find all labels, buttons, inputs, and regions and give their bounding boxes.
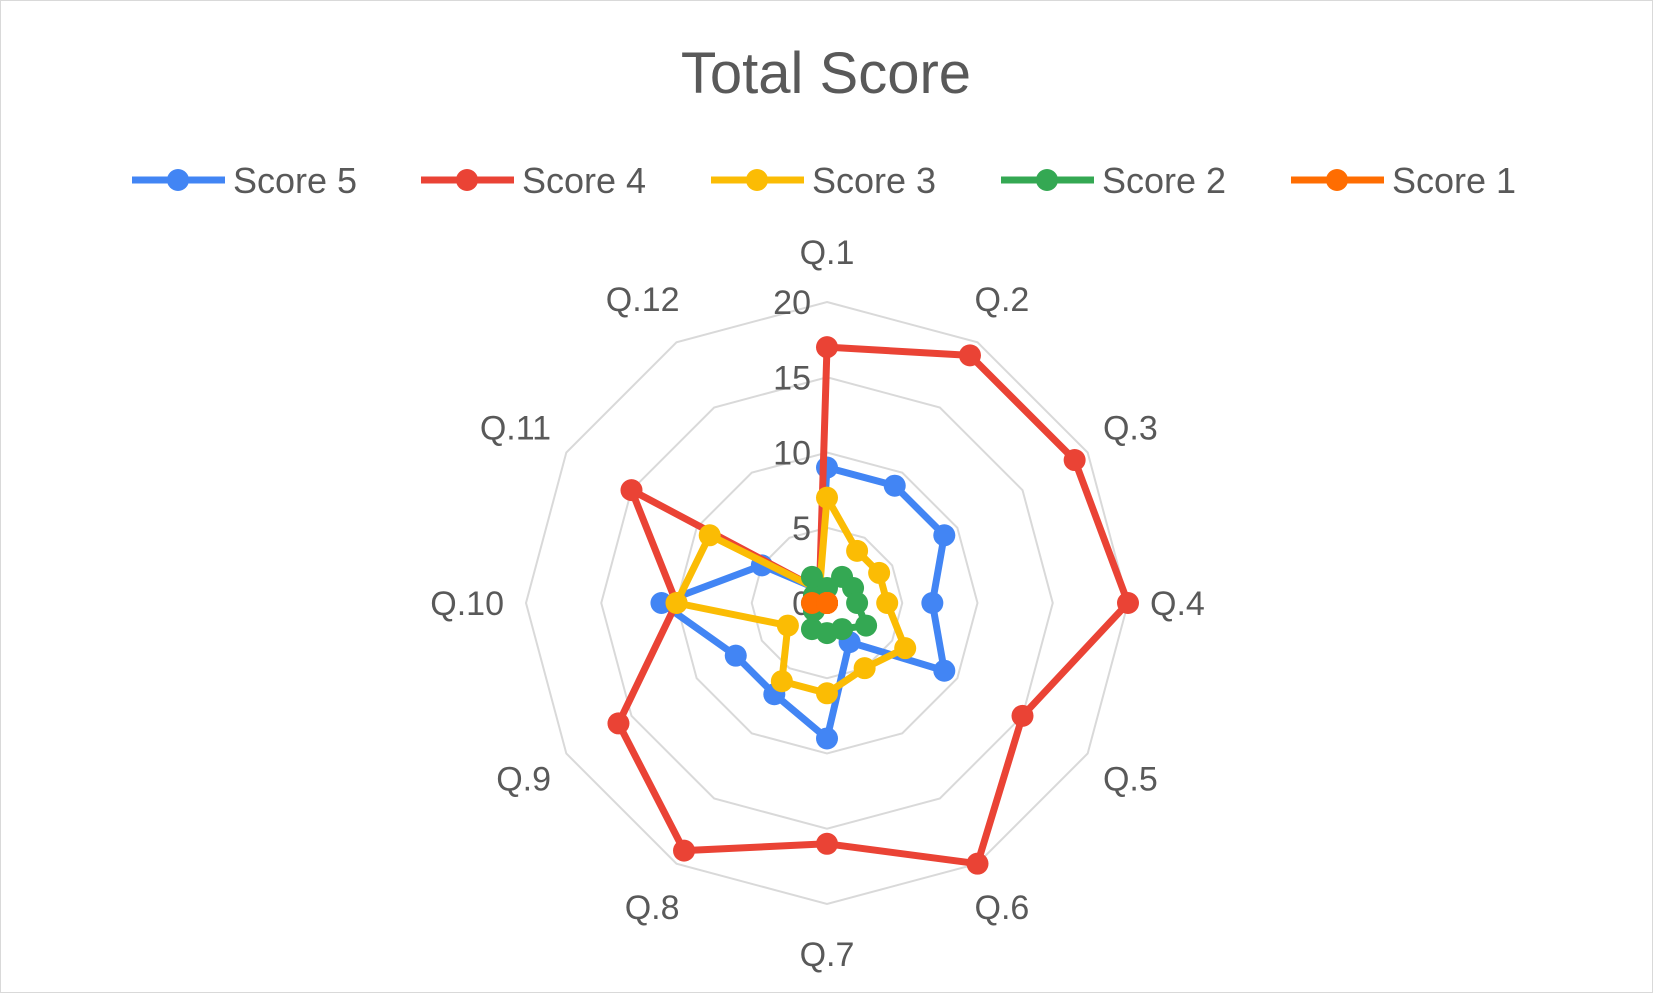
data-point [665,592,688,614]
tick-label: 10 [773,435,811,473]
data-point [816,592,838,614]
data-point [921,592,944,614]
data-point [673,839,696,862]
legend-item: Score 5 [132,160,357,201]
category-label: Q.12 [606,281,680,319]
data-point [776,614,799,637]
data-point [853,657,876,680]
tick-label: 5 [792,510,811,548]
category-label: Q.4 [1150,585,1205,623]
legend-swatch-marker [456,169,478,191]
legend-label: Score 1 [1392,160,1516,201]
data-point [800,592,823,614]
data-point [816,336,838,359]
chart-title: Total Score [681,41,971,106]
grid-ring-20 [524,300,1130,906]
data-point [846,539,869,562]
legend-swatch-marker [1036,169,1058,191]
data-point [816,486,838,509]
data-point [800,618,823,641]
series-3 [665,486,917,705]
category-label: Q.3 [1103,410,1158,448]
data-point [607,712,630,735]
legend-swatch-marker [1326,169,1348,191]
legend-swatch-marker [746,169,768,191]
data-point [868,561,891,584]
data-point [698,524,721,547]
data-point [933,659,956,682]
category-label: Q.6 [975,889,1030,927]
category-label: Q.8 [625,889,680,927]
data-point [1011,704,1034,727]
category-label: Q.2 [975,281,1030,319]
series-group [607,336,1139,875]
data-point [855,614,878,637]
data-point [816,727,838,750]
legend-swatch-marker [167,169,189,191]
category-label: Q.9 [496,761,551,799]
legend-item: Score 3 [711,160,936,201]
legend-label: Score 5 [233,160,357,201]
legend: Score 5 Score 4 Score 3 Score 2 Score 1 [132,160,1516,201]
category-labels: Q.1 Q.2 Q.3 Q.4 Q.5 Q.6 Q.7 Q.8 Q.9 Q.10 Q.11 Q.12 [430,234,1205,974]
category-label: Q.11 [480,410,551,448]
data-point [800,565,823,588]
data-point [816,832,838,855]
legend-item: Score 4 [421,160,646,201]
category-label: Q.1 [800,234,855,272]
data-point [894,637,917,660]
legend-item: Score 1 [1291,160,1516,201]
data-point [816,682,838,705]
legend-label: Score 4 [522,160,646,201]
category-label: Q.7 [800,936,855,974]
data-point [876,592,899,614]
data-point [846,592,869,614]
data-point [620,479,643,502]
tick-label: 20 [773,284,811,322]
series-1 [650,456,956,750]
data-point [770,670,793,693]
data-point [1063,449,1086,472]
legend-item: Score 2 [1001,160,1226,201]
tick-label: 15 [773,359,811,397]
category-label: Q.10 [430,585,504,623]
data-point [933,524,956,547]
data-point [650,592,673,614]
data-point [883,474,906,497]
data-point [958,344,981,367]
data-point [724,644,747,667]
data-point [966,852,989,875]
series-5 [800,592,838,614]
legend-label: Score 2 [1102,160,1226,201]
data-point [1117,592,1139,614]
category-label: Q.5 [1103,761,1158,799]
legend-label: Score 3 [812,160,936,201]
